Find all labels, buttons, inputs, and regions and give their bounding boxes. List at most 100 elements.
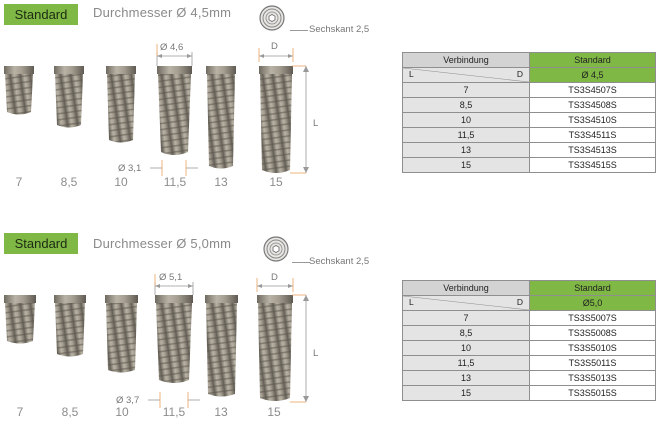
corner-l-label: L: [409, 297, 414, 307]
implant-8-5: [54, 295, 86, 357]
length-label: 11,5: [162, 405, 186, 419]
dimension-lines: [150, 52, 307, 173]
article-code-cell: TS3S4515S: [529, 157, 656, 173]
length-cell: 8,5: [402, 325, 530, 341]
col-header-connection: Verbindung: [402, 52, 530, 68]
implant-lineup: [4, 274, 309, 408]
implant-11-5: [157, 66, 192, 155]
implant-lineup: [4, 44, 309, 176]
hex-pointer-line: [292, 262, 310, 263]
table-row: 15 TS3S5015S: [402, 385, 656, 401]
length-cell: 13: [402, 370, 530, 386]
diameter-title: Durchmesser Ø 5,0mm: [93, 236, 232, 251]
article-code-cell: TS3S4511S: [529, 127, 656, 143]
table-header-row: Verbindung Standard: [402, 52, 656, 68]
implant-7: [4, 295, 36, 344]
d-label: D: [271, 272, 278, 283]
table-subheader-row: L D Ø 4,5: [402, 67, 656, 83]
article-code-cell: TS3S5013S: [529, 370, 656, 386]
l-label: L: [313, 118, 319, 129]
dimension-guides: [156, 44, 306, 176]
length-cell: 8,5: [402, 97, 530, 113]
length-label: 15: [267, 405, 281, 419]
article-code-cell: TS3S4507S: [529, 82, 656, 98]
length-cell: 11,5: [402, 355, 530, 371]
bottom-diameter-label: Ø 3,1: [118, 163, 142, 174]
bottom-diameter-label: Ø 3,7: [116, 395, 140, 406]
l-label: L: [313, 348, 319, 359]
connection-table: Verbindung Standard L D Ø5,0 7 TS3S5007S …: [402, 280, 656, 401]
length-cell: 15: [402, 385, 530, 401]
hex-label: Sechskant 2,5: [309, 24, 370, 35]
implant-13: [206, 66, 236, 169]
length-cell: 7: [402, 310, 530, 326]
table-corner-cell: L D: [402, 67, 530, 83]
table-row: 8,5 TS3S5008S: [402, 325, 656, 341]
article-code-cell: TS3S4510S: [529, 112, 656, 128]
diameter-header: Ø 4,5: [529, 67, 656, 83]
length-label: 13: [214, 405, 228, 419]
table-corner-cell: L D: [402, 295, 530, 311]
length-label: 15: [269, 175, 283, 189]
corner-d-label: D: [516, 69, 523, 79]
length-cell: 13: [402, 142, 530, 158]
length-label: 10: [114, 175, 128, 189]
diameter-title: Durchmesser Ø 4,5mm: [93, 5, 232, 20]
corner-l-label: L: [409, 69, 414, 79]
length-cell: 7: [402, 82, 530, 98]
implant-7: [4, 66, 34, 115]
article-code-cell: TS3S5010S: [529, 340, 656, 356]
table-subheader-row: L D Ø5,0: [402, 295, 656, 311]
length-label: 8,5: [60, 175, 78, 189]
article-code-cell: TS3S5011S: [529, 355, 656, 371]
corner-d-label: D: [516, 297, 523, 307]
length-cell: 10: [402, 112, 530, 128]
implant-10: [105, 295, 138, 373]
length-cell: 15: [402, 157, 530, 173]
table-header-row: Verbindung Standard: [402, 280, 656, 296]
article-code-cell: TS3S5008S: [529, 325, 656, 341]
implant-section-5-0: Standard Durchmesser Ø 5,0mm Sechskant 2…: [0, 228, 660, 425]
article-code-cell: TS3S4508S: [529, 97, 656, 113]
implant-8-5: [54, 66, 84, 128]
table-row: 8,5 TS3S4508S: [402, 97, 656, 113]
table-row: 10 TS3S4510S: [402, 112, 656, 128]
implant-15: [259, 66, 293, 173]
table-row: 13 TS3S4513S: [402, 142, 656, 158]
diagonal-line: [403, 296, 529, 310]
article-code-cell: TS3S5015S: [529, 385, 656, 401]
implant-15: [257, 295, 293, 401]
table-row: 11,5 TS3S4511S: [402, 127, 656, 143]
dimension-arrowheads: [155, 284, 309, 402]
length-label: 10: [115, 405, 129, 419]
hex-pointer-line: [290, 30, 308, 31]
implant-10: [106, 66, 136, 143]
implant-11-5: [155, 295, 193, 383]
dimension-arrowheads: [157, 54, 309, 173]
length-label: 13: [214, 175, 228, 189]
diagonal-line: [403, 68, 529, 82]
length-label: 7: [15, 175, 23, 189]
hex-connection-icon: [259, 5, 285, 31]
length-cell: 11,5: [402, 127, 530, 143]
table-row: 10 TS3S5010S: [402, 340, 656, 356]
col-header-connection: Verbindung: [402, 280, 530, 296]
d-label: D: [271, 41, 278, 52]
col-header-standard: Standard: [529, 52, 656, 68]
length-label: 8,5: [61, 405, 79, 419]
article-code-cell: TS3S5007S: [529, 310, 656, 326]
top-diameter-label: Ø 5,1: [159, 272, 183, 283]
table-row: 7 TS3S5007S: [402, 310, 656, 326]
top-diameter-label: Ø 4,6: [160, 42, 184, 53]
hex-connection-icon: [263, 236, 289, 262]
hex-label: Sechskant 2,5: [309, 256, 370, 267]
standard-badge: Standard: [4, 4, 78, 25]
table-row: 13 TS3S5013S: [402, 370, 656, 386]
connection-table: Verbindung Standard L D Ø 4,5 7 TS3S4507S…: [402, 52, 656, 173]
standard-badge: Standard: [4, 233, 78, 254]
length-cell: 10: [402, 340, 530, 356]
col-header-standard: Standard: [529, 280, 656, 296]
diameter-header: Ø5,0: [529, 295, 656, 311]
length-label: 7: [16, 405, 24, 419]
implant-13: [205, 295, 238, 397]
